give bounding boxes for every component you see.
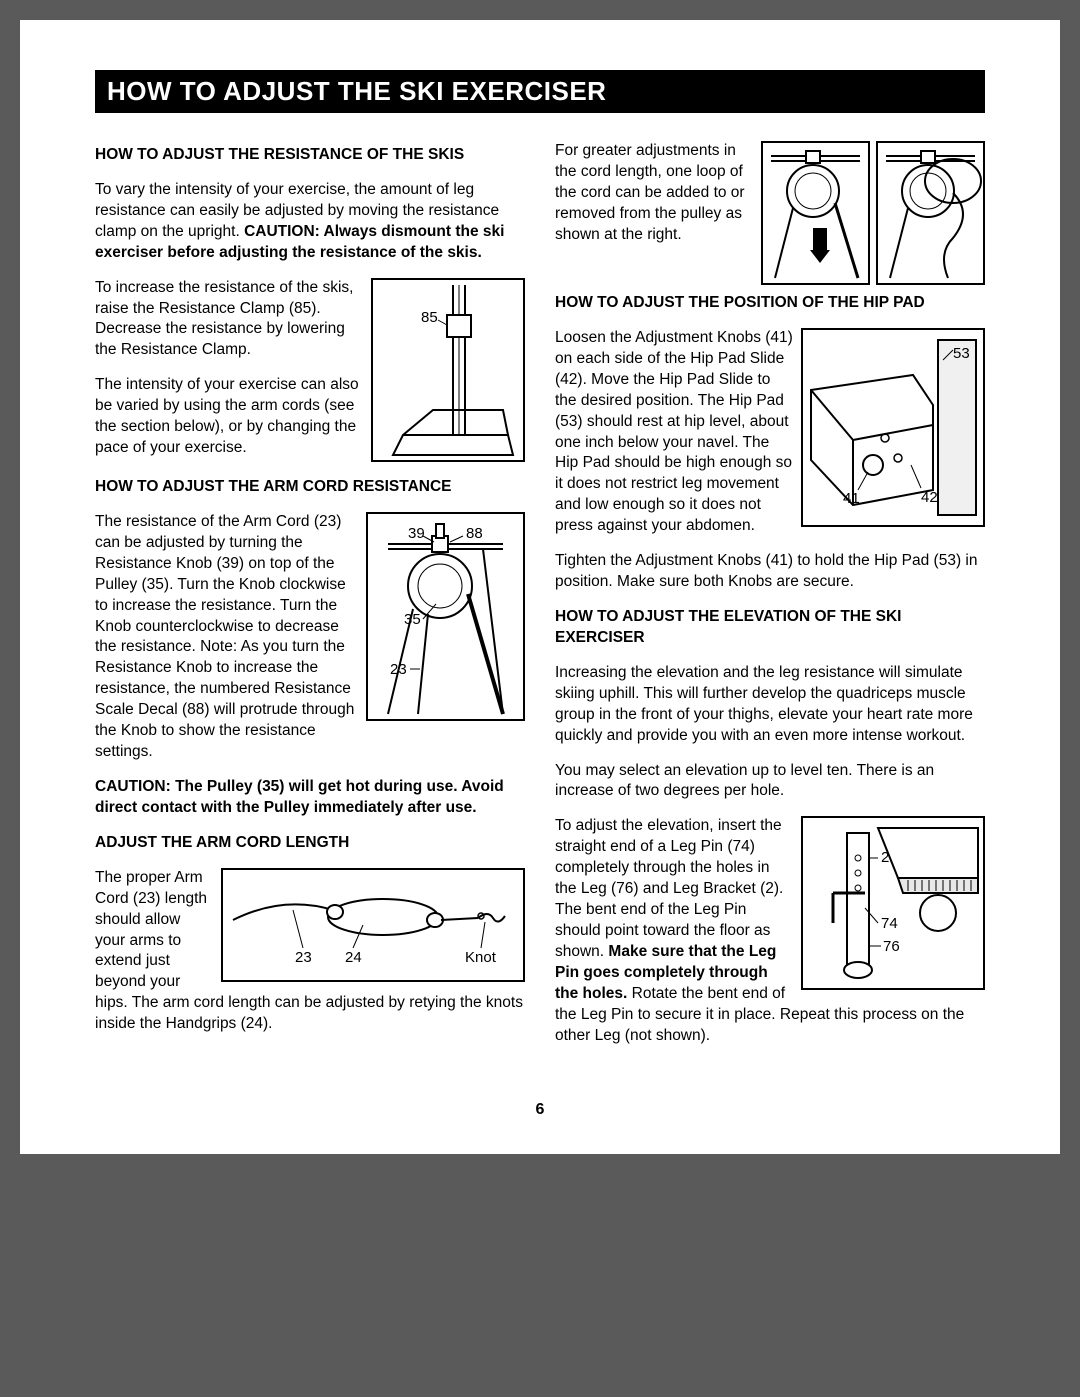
figure-resistance-clamp: 85 bbox=[371, 278, 525, 462]
left-column: HOW TO ADJUST THE RESISTANCE OF THE SKIS… bbox=[95, 141, 525, 1061]
label-24: 24 bbox=[345, 949, 362, 966]
section-title: HOW TO ADJUST THE SKI EXERCISER bbox=[107, 76, 606, 106]
para-elevation-intro: Increasing the elevation and the leg res… bbox=[555, 663, 985, 747]
para-hip-pad-tighten: Tighten the Adjustment Knobs (41) to hol… bbox=[555, 551, 985, 593]
label-39: 39 bbox=[408, 525, 425, 542]
label-85: 85 bbox=[421, 309, 438, 326]
label-23b: 23 bbox=[295, 949, 312, 966]
figure-cord-loop bbox=[761, 141, 985, 285]
figure-arm-cord-resistance: 39 88 35 23 bbox=[366, 512, 525, 721]
label-88: 88 bbox=[466, 525, 483, 542]
manual-page: HOW TO ADJUST THE SKI EXERCISER HOW TO A… bbox=[20, 20, 1060, 1154]
label-41: 41 bbox=[843, 490, 860, 507]
label-74: 74 bbox=[881, 915, 898, 932]
page-number: 6 bbox=[95, 1101, 985, 1119]
label-53: 53 bbox=[953, 345, 970, 362]
figure-arm-cord-length: 23 24 Knot bbox=[221, 868, 525, 982]
para-intro: To vary the intensity of your exercise, … bbox=[95, 180, 525, 264]
two-column-layout: HOW TO ADJUST THE RESISTANCE OF THE SKIS… bbox=[95, 141, 985, 1061]
label-23: 23 bbox=[390, 661, 407, 678]
heading-arm-cord-resistance: HOW TO ADJUST THE ARM CORD RESISTANCE bbox=[95, 477, 525, 498]
para-caution-pulley: CAUTION: The Pulley (35) will get hot du… bbox=[95, 777, 525, 819]
label-42: 42 bbox=[921, 489, 938, 506]
figure-hip-pad: 53 41 42 bbox=[801, 328, 985, 527]
label-76: 76 bbox=[883, 938, 900, 955]
heading-ski-resistance: HOW TO ADJUST THE RESISTANCE OF THE SKIS bbox=[95, 145, 525, 166]
heading-arm-cord-length: ADJUST THE ARM CORD LENGTH bbox=[95, 833, 525, 854]
section-title-bar: HOW TO ADJUST THE SKI EXERCISER bbox=[95, 70, 985, 113]
para-elevation-levels: You may select an elevation up to level … bbox=[555, 761, 985, 803]
heading-hip-pad: HOW TO ADJUST THE POSITION OF THE HIP PA… bbox=[555, 293, 985, 314]
right-column: For greater adjustments in the cord leng… bbox=[555, 141, 985, 1061]
figure-leg-pin: 2 74 76 bbox=[801, 816, 985, 990]
label-knot: Knot bbox=[465, 949, 497, 966]
label-35: 35 bbox=[404, 611, 421, 628]
heading-elevation: HOW TO ADJUST THE ELEVATION OF THE SKI E… bbox=[555, 607, 985, 649]
label-2: 2 bbox=[881, 849, 889, 866]
